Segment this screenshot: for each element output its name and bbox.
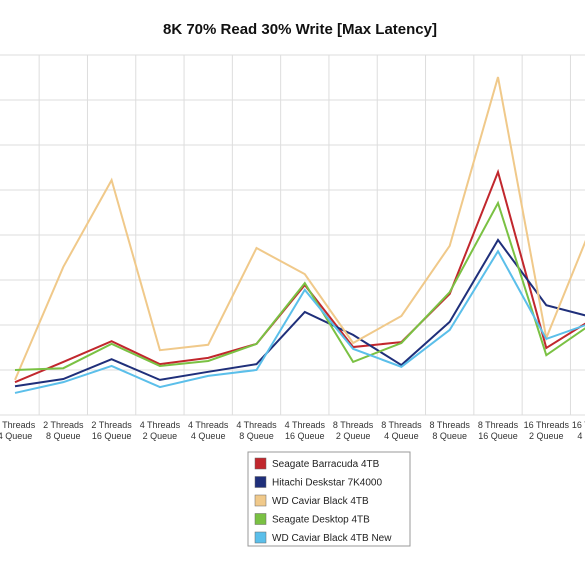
- x-tick-label: 8 Queue: [239, 431, 274, 441]
- x-tick-label: 8 Queue: [432, 431, 467, 441]
- x-tick-label: 4 Queue: [0, 431, 32, 441]
- chart-title: 8K 70% Read 30% Write [Max Latency]: [163, 21, 437, 38]
- x-tick-label: 4 Threads: [188, 420, 229, 430]
- x-tick-label: 16 Queue: [285, 431, 325, 441]
- x-tick-label: 16 Threads: [524, 420, 570, 430]
- series-line: [14, 76, 585, 381]
- x-tick-label: 16 Queue: [92, 431, 132, 441]
- x-tick-label: 4 Queue: [577, 431, 585, 441]
- x-tick-label: 2 Threads: [91, 420, 132, 430]
- x-tick-label: 8 Queue: [46, 431, 81, 441]
- legend-swatch: [254, 531, 267, 544]
- x-tick-label: 2 Threads: [0, 420, 36, 430]
- x-tick-label: 16 Queue: [478, 431, 518, 441]
- legend-label: Hitachi Deskstar 7K4000: [272, 478, 382, 489]
- legend-swatch: [254, 457, 267, 470]
- x-tick-label: 4 Threads: [285, 420, 326, 430]
- legend-swatch: [254, 494, 267, 507]
- x-tick-label: 8 Threads: [478, 420, 519, 430]
- legend: [247, 451, 411, 547]
- series-line: [14, 249, 585, 394]
- x-tick-label: 8 Threads: [381, 420, 422, 430]
- legend-label: Seagate Desktop 4TB: [272, 515, 370, 526]
- legend-swatch: [254, 476, 267, 488]
- series-line: [14, 200, 585, 371]
- legend-label: Seagate Barracuda 4TB: [272, 459, 380, 470]
- x-tick-label: 2 Queue: [143, 431, 178, 441]
- legend-label: WD Caviar Black 4TB New: [272, 533, 392, 544]
- x-tick-label: 16 Threads: [572, 420, 585, 430]
- x-tick-label: 4 Threads: [140, 420, 181, 430]
- x-tick-label: 2 Queue: [529, 431, 564, 441]
- x-tick-label: 8 Threads: [333, 420, 374, 430]
- x-tick-label: 4 Threads: [236, 420, 277, 430]
- x-tick-label: 4 Queue: [384, 431, 419, 441]
- series-line: [14, 238, 585, 388]
- legend-swatch: [254, 513, 267, 525]
- x-tick-label: 8 Threads: [430, 420, 471, 430]
- legend-label: WD Caviar Black 4TB: [272, 496, 369, 507]
- x-tick-label: 2 Threads: [43, 420, 84, 430]
- x-tick-label: 2 Queue: [336, 431, 371, 441]
- x-tick-label: 4 Queue: [191, 431, 226, 441]
